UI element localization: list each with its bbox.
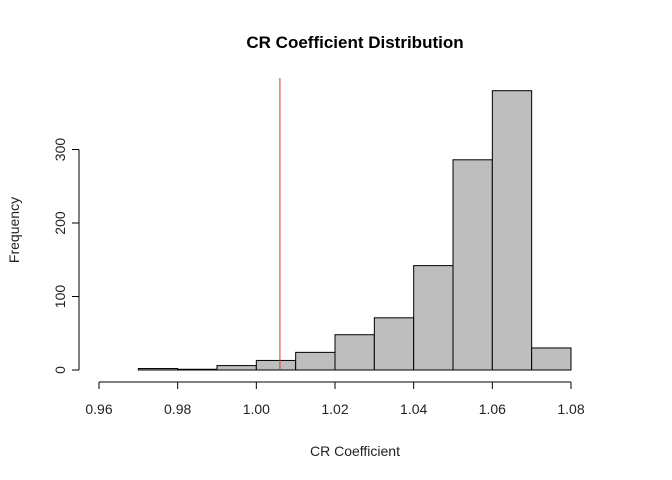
x-tick-label: 1.02 [321, 401, 348, 417]
x-tick-label: 1.00 [243, 401, 270, 417]
x-tick-label: 1.08 [557, 401, 584, 417]
x-axis-label: CR Coefficient [310, 443, 400, 459]
chart-title: CR Coefficient Distribution [246, 33, 463, 52]
histogram-bar [295, 351, 336, 371]
histogram-bar [531, 347, 572, 371]
histogram-bar [373, 317, 415, 371]
histogram-bar [491, 90, 533, 371]
y-tick-label: 200 [52, 211, 68, 235]
x-tick-label: 0.96 [85, 401, 112, 417]
y-tick-label: 100 [52, 285, 68, 309]
y-tick-label: 300 [52, 138, 68, 162]
x-tick-label: 0.98 [164, 401, 191, 417]
histogram-bar [452, 159, 493, 371]
histogram-bar [334, 334, 375, 371]
histogram-bar [177, 368, 218, 371]
bars-group [137, 90, 572, 371]
histogram-bar [137, 368, 179, 371]
y-axis: 0 100 200 300 [52, 138, 80, 374]
histogram-bar [216, 365, 257, 371]
x-tick-label: 1.04 [400, 401, 427, 417]
histogram-bar [255, 359, 297, 371]
histogram-bar [413, 265, 454, 371]
x-tick-label: 1.06 [479, 401, 506, 417]
x-axis: 0.96 0.98 1.00 1.02 1.04 1.06 1.08 [85, 381, 585, 417]
y-tick-label: 0 [52, 366, 68, 374]
y-axis-label: Frequency [6, 197, 22, 263]
